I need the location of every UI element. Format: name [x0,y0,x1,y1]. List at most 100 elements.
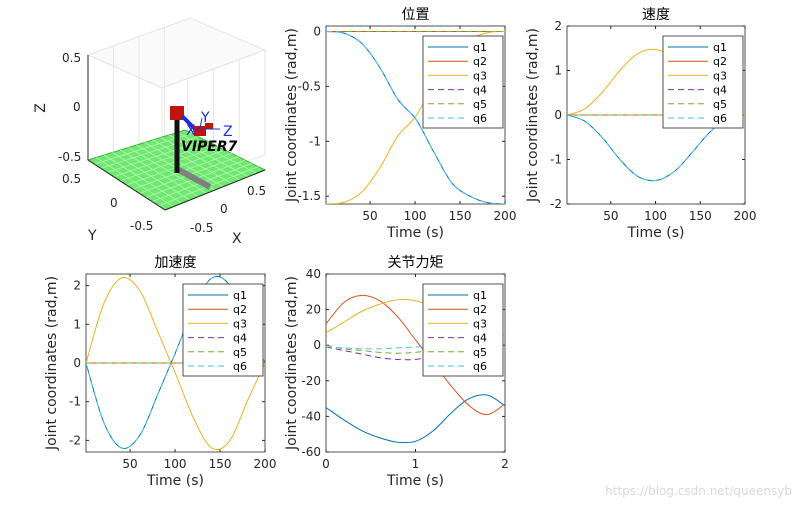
y-tick-label: -60 [301,445,321,459]
z-axis-label: Z [33,103,49,113]
z-tick: 0 [73,100,81,114]
legend-entry: q3 [473,69,487,82]
legend-entry: q6 [713,112,727,125]
robot-wrist [205,123,213,129]
x-axis-label: X [232,231,242,247]
x-tick-label: 2 [501,457,509,471]
floor-checker-pattern [94,132,259,208]
series-line-q6 [326,344,505,350]
y-tick: -0.5 [130,219,153,233]
axis-line-y [87,159,166,211]
robot-name-label: VIPER7 [181,139,238,155]
y-axis-label: Y [87,228,97,244]
y-tick-label: -20 [301,374,321,388]
series-line-q3 [86,276,265,451]
series-line-q1 [326,394,505,444]
base-shadow [177,167,212,190]
legend-entry: q2 [473,303,487,316]
legend-entry: q3 [713,69,727,82]
chart-title: 位置 [402,7,430,23]
frame-label-x: X [186,123,196,139]
floor-grid-line [168,134,249,178]
y-tick-label: 20 [306,303,321,317]
chart-panel-acceleration: 50 100 150 200 2 1 0 -1 -2 加速度 Time (s) Joint coord… [44,255,276,489]
legend-box [422,283,504,377]
chart-title: 加速度 [155,255,197,271]
y-tick-label: -1 [550,153,562,167]
x-tick-label: 150 [689,209,712,223]
y-tick-label: 2 [73,279,81,293]
y-tick-label: -1 [309,134,321,148]
x-tick: 0.5 [247,184,266,198]
x-tick-label: 200 [494,209,517,223]
legend-entry: q1 [473,41,487,54]
legend-entry: q2 [713,55,727,68]
robot-3d-view: X Y Z VIPER7 0.5 0 -0.5 Z 0.5 0 -0.5 Y -… [33,17,267,247]
x-tick: -0.5 [190,221,213,235]
x-tick-label: 100 [644,209,667,223]
legend-entry: q4 [473,84,487,97]
y-tick-label: -40 [301,409,321,423]
x-tick-label: 1 [412,457,420,471]
legend-entry: q4 [233,332,247,345]
y-tick-label: 40 [306,267,321,281]
x-tick-label: 200 [734,209,757,223]
legend-entry: q6 [233,360,247,373]
y-tick-label: 1 [554,64,562,78]
robot-elbow [194,126,206,136]
series-line-q2 [326,294,505,416]
chart-panel-position: 50 100 150 200 0 -0.5 -1 -1.5 位置 Time (s) Joint co… [284,7,516,241]
x-tick-label: 50 [362,209,377,223]
chart-panel-velocity: 50 100 150 200 2 1 0 -1 -2 速度 Time (s) Joint coordi… [525,7,756,241]
y-tick-label: 0 [313,24,321,38]
y-tick-label: -0.5 [298,79,321,93]
legend-entry: q2 [473,55,487,68]
x-axis-label: Time (s) [146,473,204,489]
x-tick-label: 150 [449,209,472,223]
x-axis-label: Time (s) [386,225,444,241]
y-tick-label: 0 [554,108,562,122]
y-axis-label: Joint coordinates (rad,m) [525,28,541,203]
legend-entry: q4 [473,332,487,345]
legend-box [422,35,504,129]
frame-label-z: Z [223,124,233,140]
x-tick-label: 100 [404,209,427,223]
x-tick-label: 0 [322,457,330,471]
legend-entry: q5 [473,98,487,111]
axis-line-x [164,169,266,211]
x-tick-label: 50 [603,209,618,223]
y-tick-label: -1 [69,395,81,409]
frame-arrow-y [199,117,203,129]
legend-box [662,35,744,129]
y-axis-label: Joint coordinates (rad,m) [284,28,300,203]
series-line-q5 [326,344,505,354]
series-line-q6 [326,30,505,204]
chart-panel-torque: 0 1 2 40 20 0 -20 -40 -60 关节力矩 Time (s) Joint coord… [284,255,509,489]
y-axis-label: Joint coordinates (rad,m) [284,276,300,451]
x-tick: 0 [220,202,228,216]
x-tick-label: 150 [209,457,232,471]
legend-entry: q5 [233,346,247,359]
legend-entry: q1 [473,289,487,302]
chart-title: 速度 [642,7,670,23]
x-axis-label: Time (s) [386,473,444,489]
legend-entry: q1 [713,41,727,54]
legend-entry: q6 [473,112,487,125]
x-tick-label: 50 [122,457,137,471]
watermark: https://blog.csdn.net/queensyb [605,484,792,498]
legend-entry: q3 [233,317,247,330]
y-tick-label: -2 [550,197,562,211]
x-axis-label: Time (s) [627,225,685,241]
frame-arrow-x [191,127,201,133]
frame-label-y: Y [200,110,210,126]
legend-entry: q6 [473,360,487,373]
legend-box [182,283,264,377]
y-axis-label: Joint coordinates (rad,m) [44,276,60,451]
y-tick-label: 0 [313,338,321,352]
y-tick-label: 1 [73,317,81,331]
z-tick: -0.5 [58,150,81,164]
y-tick: 0.5 [62,172,81,186]
legend-entry: q2 [233,303,247,316]
legend-entry: q3 [473,317,487,330]
